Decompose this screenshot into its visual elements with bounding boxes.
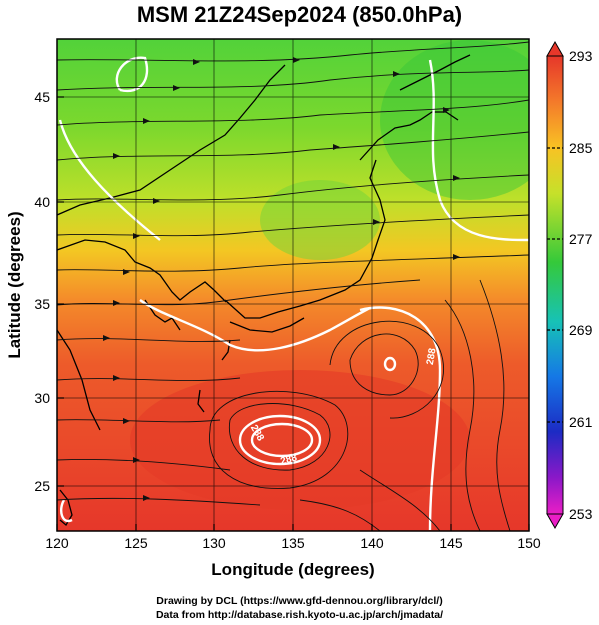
x-tick-label: 125 [124,535,148,551]
streamlines [57,41,529,531]
coastline [57,54,471,526]
x-tick-label: 130 [202,535,226,551]
credit-data: Data from http://database.rish.kyoto-u.a… [155,609,444,621]
x-tick-label: 120 [45,535,69,551]
x-tick-label: 140 [360,535,384,551]
map-grid [57,39,529,531]
y-tick-label: 40 [34,194,50,210]
y-tick-label: 35 [34,296,50,312]
colorbar-tick-label: 277 [569,231,593,247]
colorbar-tick-label: 269 [569,322,593,338]
colorbar: 293 285 277 269 261 253 [546,40,593,530]
isotherm-contours [58,56,529,531]
cool-region [380,40,529,200]
y-axis-label: Latitude (degrees) [5,211,24,358]
colorbar-tick-label: 253 [569,506,593,522]
x-axis-label: Longitude (degrees) [211,560,374,579]
colorbar-tick-label: 261 [569,414,593,430]
warm-region [130,370,470,510]
y-tick-label: 25 [34,478,50,494]
cool-region [260,180,380,260]
map-title: MSM 21Z24Sep2024 (850.0hPa) [136,2,463,27]
contour-label: 288 [425,347,439,366]
colorbar-bottom-arrow [546,513,564,530]
colorbar-scale [546,55,564,515]
x-tick-label: 135 [281,535,305,551]
streamline-arrows [103,57,460,501]
y-tick-label: 45 [34,89,50,105]
x-tick-label: 145 [439,535,463,551]
colorbar-top-arrow [546,40,564,57]
credit-drawing: Drawing by DCL (https://www.gfd-dennou.o… [156,595,443,607]
y-tick-label: 30 [34,390,50,406]
contour-label: 288 [279,452,298,467]
colorbar-tick-label: 293 [569,48,593,64]
colorbar-tick-label: 285 [569,140,593,156]
x-tick-label: 150 [517,535,541,551]
